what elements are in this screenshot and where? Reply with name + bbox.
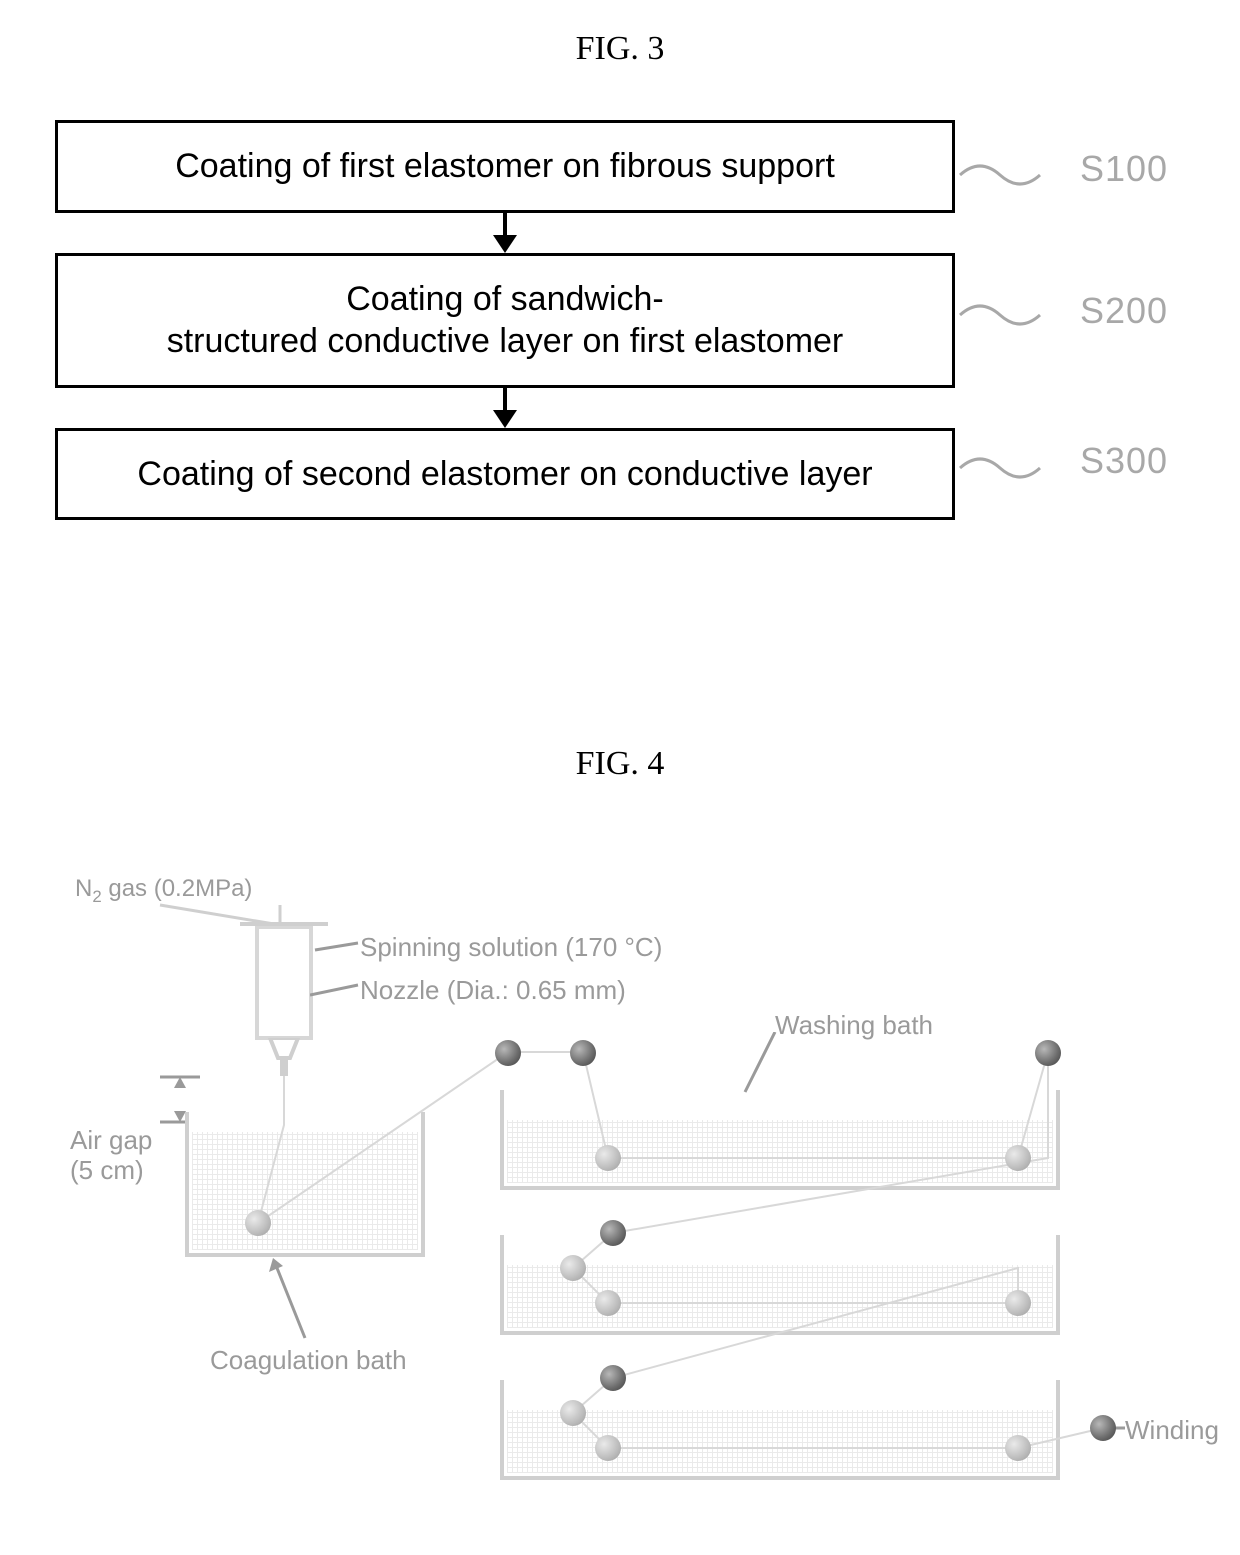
step-id-s200: S200 [1080, 290, 1168, 332]
flow-step-s300: Coating of second elastomer on conductiv… [55, 428, 955, 521]
callout-squiggle [955, 448, 1075, 488]
roller-icon [1005, 1435, 1031, 1461]
nozzle-label: Nozzle (Dia.: 0.65 mm) [360, 975, 626, 1006]
step-id-s300: S300 [1080, 440, 1168, 482]
roller-icon [1005, 1290, 1031, 1316]
roller-icon [1035, 1040, 1061, 1066]
roller-icon [560, 1400, 586, 1426]
step-id-s100: S100 [1080, 148, 1168, 190]
flow-arrow [55, 388, 955, 428]
callout-squiggle [955, 155, 1075, 195]
flow-arrow [55, 213, 955, 253]
roller-icon [600, 1365, 626, 1391]
flow-step-text: Coating of sandwich-structured conductiv… [167, 280, 844, 361]
flow-step-s100: Coating of first elastomer on fibrous su… [55, 120, 955, 213]
roller-icon [570, 1040, 596, 1066]
wash-water-3 [507, 1410, 1053, 1473]
roller-icon [600, 1220, 626, 1246]
syringe-body [255, 925, 313, 1040]
fig3-title: FIG. 3 [0, 30, 1240, 68]
callout-squiggle [955, 295, 1075, 335]
fig4-title: FIG. 4 [0, 745, 1240, 783]
fig3-flowchart: Coating of first elastomer on fibrous su… [55, 120, 1185, 520]
leader-lines [310, 935, 370, 1005]
wash-water-2 [507, 1265, 1053, 1328]
flow-step-s200: Coating of sandwich-structured conductiv… [55, 253, 955, 388]
roller-icon [560, 1255, 586, 1281]
nozzle-icon [268, 1038, 300, 1080]
washing-leader [740, 1032, 800, 1102]
syringe-flange [240, 922, 328, 926]
coagulation-label: Coagulation bath [210, 1345, 407, 1376]
flow-step-text: Coating of second elastomer on conductiv… [137, 455, 872, 493]
roller-icon [595, 1290, 621, 1316]
coag-water [192, 1132, 418, 1250]
roller-icon [495, 1040, 521, 1066]
roller-icon [595, 1145, 621, 1171]
fig4-diagram: N2 gas (0.2MPa) Spinning solution (170 °… [40, 840, 1200, 1520]
roller-icon [245, 1210, 271, 1236]
flow-step-text: Coating of first elastomer on fibrous su… [175, 147, 835, 185]
coag-leader [265, 1258, 325, 1348]
winding-roller-icon [1090, 1415, 1116, 1441]
airgap-name-label: Air gap [70, 1125, 152, 1156]
wash-water-1 [507, 1120, 1053, 1183]
airgap-value-label: (5 cm) [70, 1155, 144, 1186]
roller-icon [595, 1435, 621, 1461]
spinning-label: Spinning solution (170 °C) [360, 932, 662, 963]
roller-icon [1005, 1145, 1031, 1171]
